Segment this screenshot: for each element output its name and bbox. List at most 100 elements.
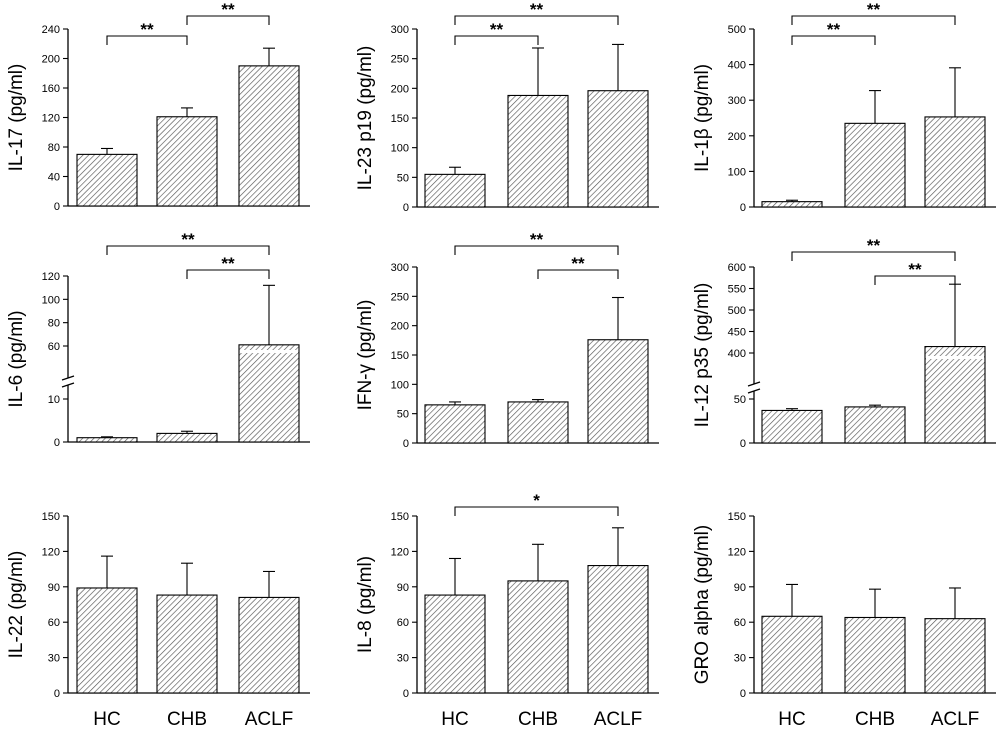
bar-hc xyxy=(424,594,486,694)
y-tick-label: 200 xyxy=(728,131,746,143)
bar-chb xyxy=(507,94,569,208)
panel-4: 0 10 60 80 100 120 IL-6 (pg/ml) ** ** xyxy=(6,230,310,449)
significance-bracket xyxy=(791,15,956,25)
significance-label: ** xyxy=(908,260,922,279)
bar-aclf xyxy=(587,90,649,208)
bar-chb xyxy=(844,406,906,444)
y-tick-label: 90 xyxy=(734,582,746,594)
y-axis-label: IL-23 p19 (pg/ml) xyxy=(355,46,376,191)
x-label-col1-chb: CHB xyxy=(167,709,207,730)
significance-bracket xyxy=(791,251,956,261)
y-tick-label: 150 xyxy=(391,113,409,125)
y-tick-label: 80 xyxy=(48,318,60,330)
y-tick-label: 30 xyxy=(48,653,60,665)
x-label-col2-chb: CHB xyxy=(518,709,558,730)
y-tick-label: 400 xyxy=(728,60,746,72)
bar-hc xyxy=(76,153,138,207)
bar-hc xyxy=(761,409,823,444)
y-tick-label: 100 xyxy=(728,166,746,178)
y-tick-label: 120 xyxy=(42,271,60,283)
significance-bracket xyxy=(454,245,619,255)
y-tick-label: 150 xyxy=(728,511,746,523)
y-tick-label: 300 xyxy=(728,95,746,107)
y-tick-label: 90 xyxy=(48,582,60,594)
axis-break-mark xyxy=(747,388,761,394)
x-label-col1-hc: HC xyxy=(93,709,120,730)
y-tick-label: 300 xyxy=(391,262,409,274)
y-tick-label: 500 xyxy=(728,24,746,36)
bar-chb xyxy=(507,401,569,444)
y-tick-label: 600 xyxy=(728,262,746,274)
panel-7: 0 30 60 90 120 150 IL-22 (pg/ml) xyxy=(6,511,310,700)
significance-bracket xyxy=(106,35,188,45)
significance-bracket xyxy=(874,275,956,285)
y-tick-label: 150 xyxy=(391,350,409,362)
y-tick-label: 60 xyxy=(734,617,746,629)
panel-2: 0 50 100 150 200 250 300 IL-23 p19 (pg/ml) ** ** xyxy=(355,0,659,214)
y-tick-label: 0 xyxy=(740,202,746,214)
x-label-col2-hc: HC xyxy=(441,709,468,730)
bar-chb xyxy=(844,122,906,208)
y-tick-label: 400 xyxy=(728,348,746,360)
significance-label: ** xyxy=(571,254,585,273)
panel-5: 0 50 100 150 200 250 300 IFN-γ (pg/ml) ** ** xyxy=(355,230,659,450)
y-tick-label: 60 xyxy=(48,341,60,353)
bar-chb xyxy=(507,580,569,694)
significance-bracket xyxy=(454,35,539,45)
panel-3: 0 100 200 300 400 500 IL-1β (pg/ml) ** ** xyxy=(692,0,996,214)
y-tick-label: 100 xyxy=(42,294,60,306)
y-tick-label: 80 xyxy=(48,142,60,154)
y-tick-label: 30 xyxy=(734,653,746,665)
significance-bracket xyxy=(186,269,270,279)
y-tick-label: 100 xyxy=(391,143,409,155)
y-tick-label: 120 xyxy=(391,546,409,558)
y-tick-label: 90 xyxy=(397,582,409,594)
significance-label: ** xyxy=(221,0,235,19)
axis-break-mark xyxy=(61,375,75,381)
y-tick-label: 160 xyxy=(42,83,60,95)
significance-label: ** xyxy=(490,20,504,39)
y-tick-label: 50 xyxy=(397,409,409,421)
significance-bracket xyxy=(454,15,619,25)
y-tick-label: 200 xyxy=(391,83,409,95)
bar-aclf xyxy=(924,116,986,208)
significance-label: ** xyxy=(867,0,881,19)
significance-label: ** xyxy=(867,236,881,255)
bar-chb xyxy=(156,594,218,694)
y-tick-label: 150 xyxy=(391,511,409,523)
y-tick-label: 0 xyxy=(403,688,409,700)
y-tick-label: 550 xyxy=(728,284,746,296)
significance-label: ** xyxy=(181,230,195,249)
bar-aclf xyxy=(238,596,300,694)
y-tick-label: 250 xyxy=(391,291,409,303)
y-axis-label: IL-6 (pg/ml) xyxy=(6,310,27,407)
bar-chb xyxy=(844,616,906,694)
bar-hc xyxy=(76,437,138,443)
y-tick-label: 0 xyxy=(54,437,60,449)
y-tick-label: 200 xyxy=(391,321,409,333)
y-tick-label: 40 xyxy=(48,172,60,184)
y-axis-label: IFN-γ (pg/ml) xyxy=(355,300,376,411)
x-label-col3-hc: HC xyxy=(778,709,805,730)
y-tick-label: 250 xyxy=(391,54,409,66)
y-tick-label: 0 xyxy=(403,438,409,450)
y-axis-label: IL-17 (pg/ml) xyxy=(6,64,27,172)
y-tick-label: 120 xyxy=(728,546,746,558)
y-tick-label: 0 xyxy=(54,201,60,213)
bar-break-gap xyxy=(240,350,298,353)
y-tick-label: 500 xyxy=(728,305,746,317)
bar-aclf xyxy=(924,618,986,694)
y-tick-label: 300 xyxy=(391,24,409,36)
y-axis-label: IL-22 (pg/ml) xyxy=(6,551,27,659)
bar-chb xyxy=(156,116,218,207)
y-tick-label: 50 xyxy=(397,172,409,184)
panel-6: 0 50 400 450 500 550 600 IL-12 p35 (pg/ml) ** ** xyxy=(692,236,996,450)
bar-hc xyxy=(761,201,823,208)
bar-hc xyxy=(424,173,486,208)
y-tick-label: 60 xyxy=(397,617,409,629)
significance-bracket xyxy=(106,245,270,255)
significance-bracket xyxy=(454,506,619,516)
significance-label: ** xyxy=(140,20,154,39)
y-axis-label: IL-12 p35 (pg/ml) xyxy=(692,283,713,428)
